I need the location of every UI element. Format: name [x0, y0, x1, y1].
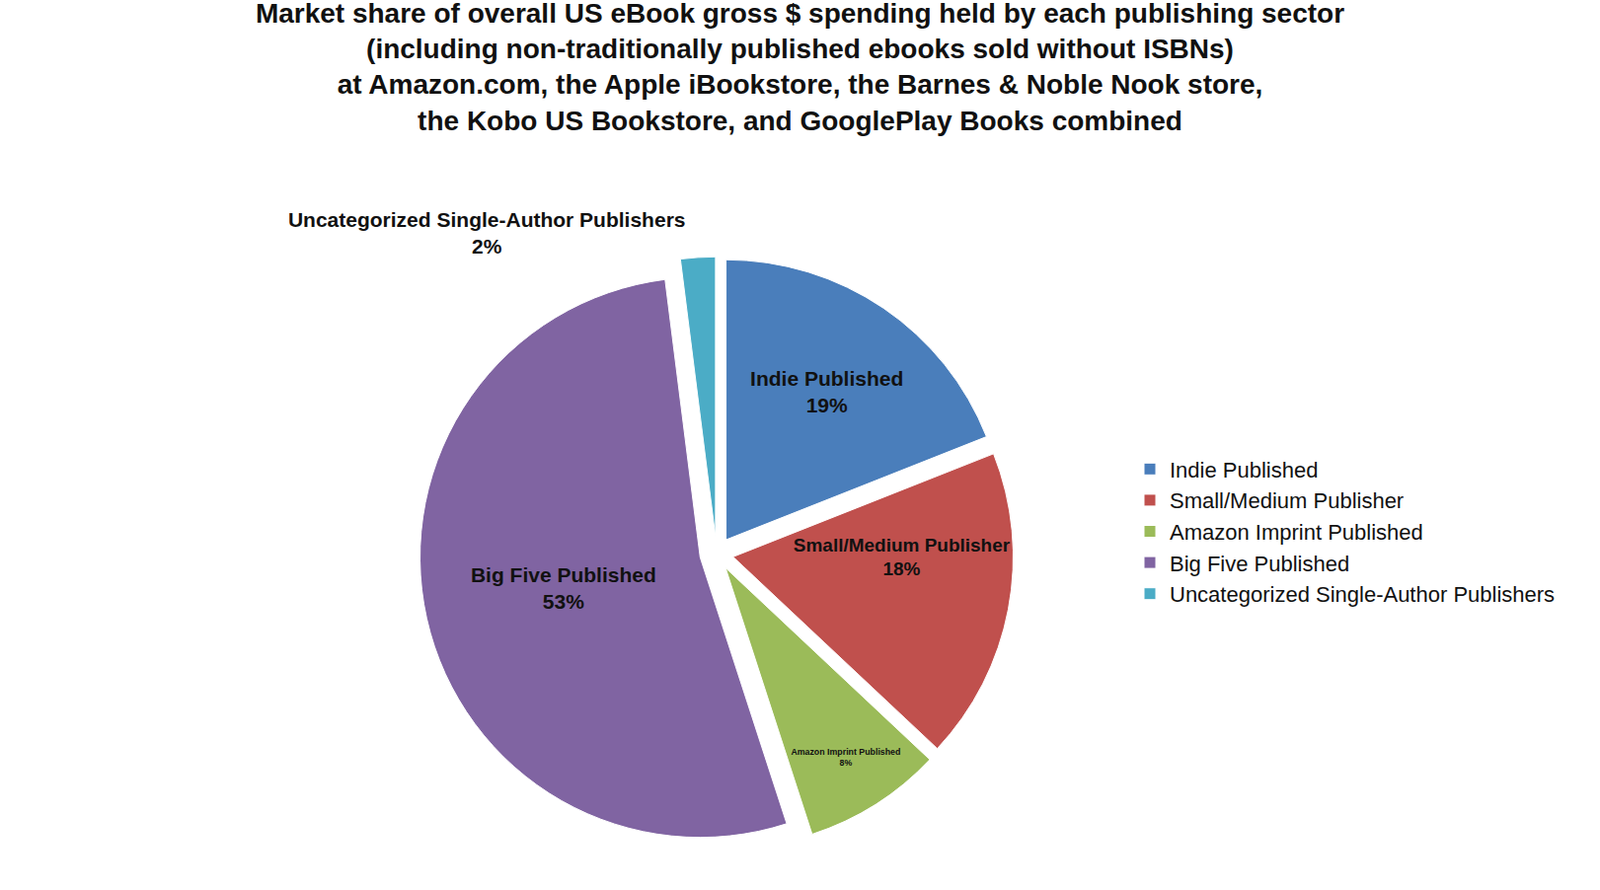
svg-text:Big Five Published: Big Five Published — [1169, 551, 1350, 577]
svg-text:Big Five Published53%: Big Five Published53% — [470, 563, 657, 613]
svg-text:Market share of overall US eBo: Market share of overall US eBook gross $… — [255, 0, 1345, 137]
svg-text:Amazon Imprint Published8%: Amazon Imprint Published8% — [790, 747, 901, 768]
svg-text:Indie Published: Indie Published — [1169, 457, 1318, 483]
svg-text:Uncategorized Single-Author Pu: Uncategorized Single-Author Publishers2% — [288, 208, 686, 258]
svg-text:Indie Published19%: Indie Published19% — [750, 367, 904, 417]
svg-text:Small/Medium Publisher: Small/Medium Publisher — [1169, 488, 1404, 514]
svg-text:Uncategorized Single-Author Pu: Uncategorized Single-Author Publishers — [1169, 582, 1555, 608]
svg-text:Small/Medium Publisher18%: Small/Medium Publisher18% — [793, 534, 1011, 581]
svg-text:Amazon Imprint Published: Amazon Imprint Published — [1169, 520, 1424, 545]
